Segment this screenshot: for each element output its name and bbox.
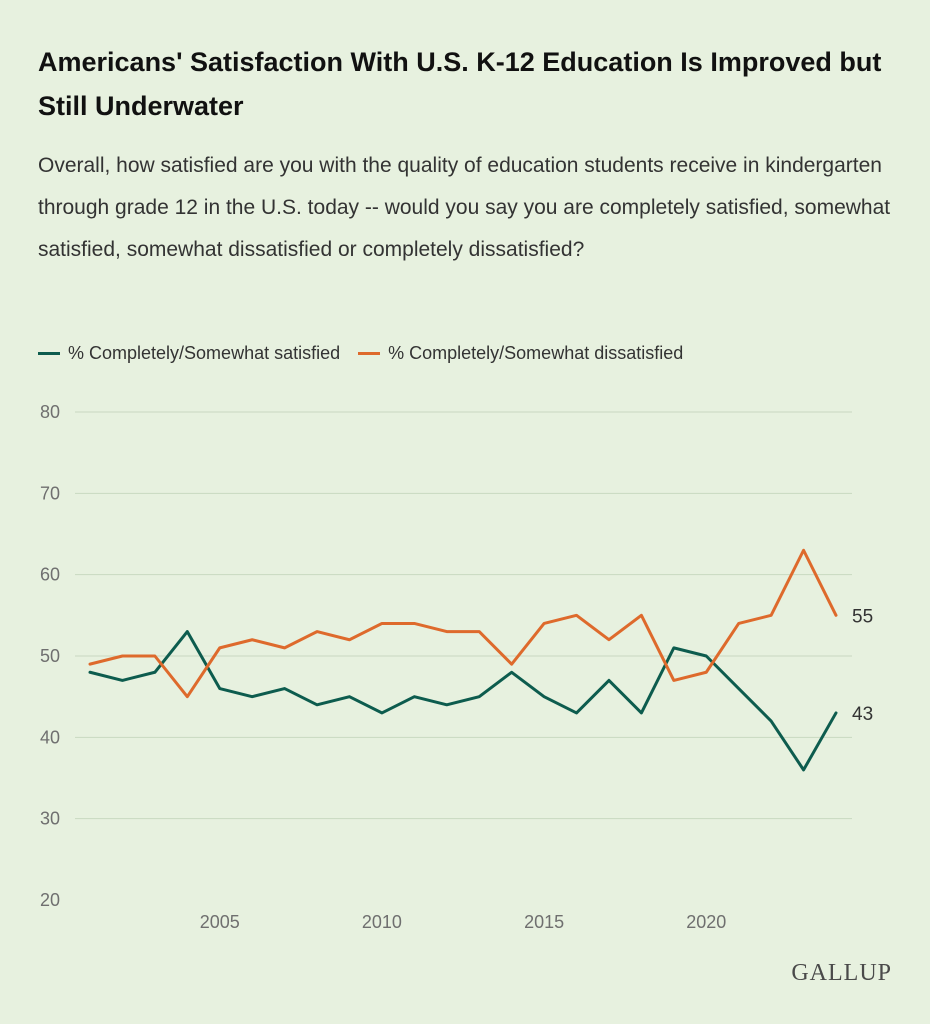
y-tick-label: 30: [40, 809, 60, 829]
x-tick-label: 2010: [362, 912, 402, 932]
legend-swatch-satisfied: [38, 351, 60, 355]
legend-item-dissatisfied: % Completely/Somewhat dissatisfied: [358, 343, 683, 364]
end-label-satisfied: 43: [852, 704, 873, 725]
y-tick-label: 60: [40, 565, 60, 585]
end-label-dissatisfied: 55: [852, 606, 873, 627]
series-line-dissatisfied: [88, 548, 838, 699]
y-tick-label: 70: [40, 483, 60, 503]
y-tick-label: 80: [40, 402, 60, 422]
series-line-satisfied: [88, 630, 838, 772]
x-tick-label: 2020: [686, 912, 726, 932]
chart-subtitle: Overall, how satisfied are you with the …: [38, 154, 891, 261]
x-tick-label: 2015: [524, 912, 564, 932]
legend-label-dissatisfied: % Completely/Somewhat dissatisfied: [388, 342, 684, 363]
legend-swatch-dissatisfied: [358, 351, 381, 355]
y-tick-label: 20: [40, 890, 60, 910]
legend-label-satisfied: % Completely/Somewhat satisfied: [68, 342, 341, 363]
legend-item-satisfied: % Completely/Somewhat satisfied: [38, 343, 340, 364]
x-tick-label: 2005: [200, 912, 240, 932]
gallup-logo: GALLUP: [791, 960, 892, 986]
y-tick-label: 50: [40, 646, 60, 666]
chart-legend: % Completely/Somewhat satisfied % Comple…: [38, 341, 701, 365]
chart-title: Americans' Satisfaction With U.S. K-12 E…: [38, 47, 882, 121]
y-tick-label: 40: [40, 727, 60, 747]
